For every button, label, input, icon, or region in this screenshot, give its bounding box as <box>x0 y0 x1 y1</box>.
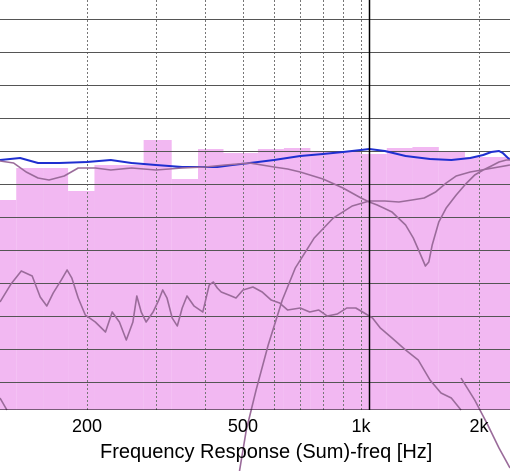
bar <box>171 179 199 410</box>
bar <box>94 165 144 410</box>
bar <box>0 200 17 410</box>
horizontal-grid <box>0 19 510 383</box>
bar <box>310 151 335 410</box>
bar <box>334 151 361 410</box>
x-tick-label: 500 <box>228 416 258 436</box>
bar <box>360 154 387 410</box>
bar <box>283 148 311 410</box>
bar <box>412 147 439 410</box>
sum-response-line <box>0 148 510 168</box>
driver-response-line <box>0 159 510 267</box>
x-tick-label: 2k <box>469 416 489 436</box>
bar <box>438 152 465 410</box>
bar <box>198 149 224 410</box>
x-tick-labels: 200 500 1k 2k <box>72 416 490 436</box>
bar <box>143 140 172 410</box>
driver-response-line <box>0 397 8 411</box>
bar <box>223 153 258 410</box>
driver-response-line <box>0 269 462 411</box>
driver-response-line <box>460 377 510 469</box>
bar <box>386 148 413 410</box>
driver-response-line <box>238 164 510 471</box>
bar <box>16 168 44 410</box>
x-tick-label: 1k <box>351 416 371 436</box>
vertical-grid <box>87 0 480 410</box>
x-tick-label: 200 <box>72 416 102 436</box>
series-layer <box>0 148 510 471</box>
bars-layer <box>0 140 510 410</box>
bar <box>68 191 95 410</box>
x-axis-title: Frequency Response (Sum)-freq [Hz] <box>100 441 432 463</box>
